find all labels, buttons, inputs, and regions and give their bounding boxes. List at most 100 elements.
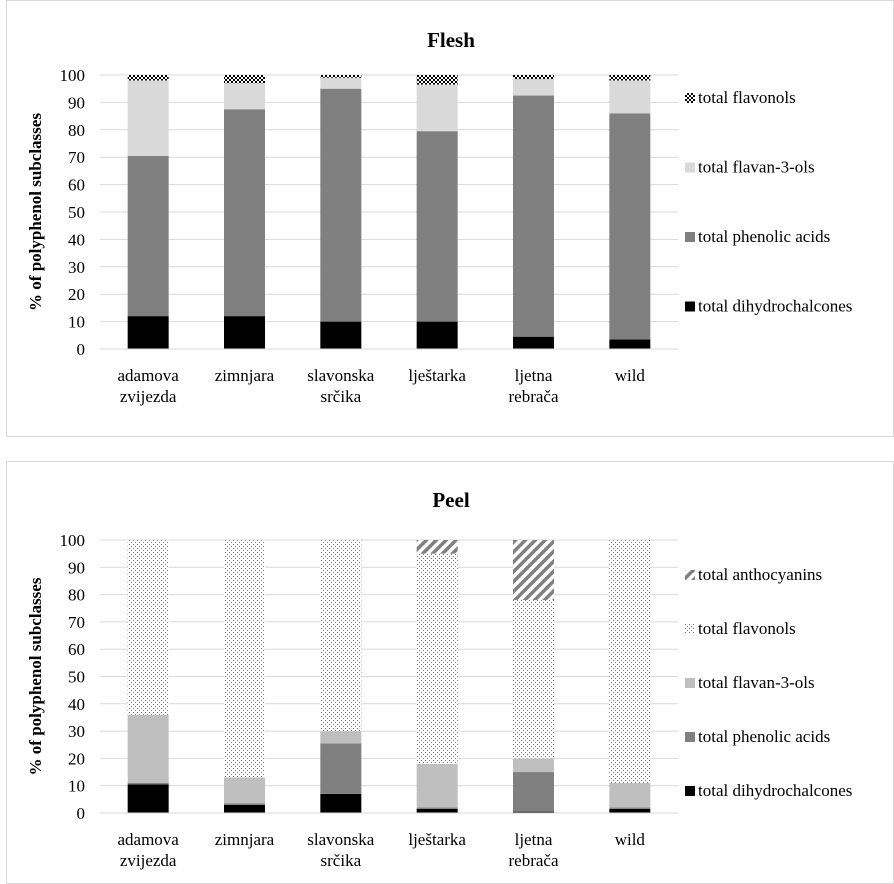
legend-label: total flavan-3-ols (698, 673, 815, 692)
y-tick-label: 40 (68, 695, 85, 714)
bar-total-flavonols (224, 540, 265, 778)
bar-total-anthocyanins (513, 540, 554, 601)
y-tick-label: 50 (68, 203, 85, 222)
legend-label: total flavonols (698, 88, 796, 107)
bar-total-flavonols (609, 75, 651, 81)
legend-swatch (685, 232, 695, 242)
bar-total-dihydrochalcones (609, 339, 651, 349)
y-tick-label: 80 (68, 586, 85, 605)
bar-total-phenolic-acids (224, 803, 265, 805)
bar-total-phenolic-acids (416, 131, 458, 322)
y-tick-label: 70 (68, 148, 85, 167)
bar-total-flavonols (127, 75, 169, 81)
x-category-label: adamova (117, 830, 179, 849)
x-category-label: srčika (321, 387, 362, 406)
x-category-label: rebrača (508, 387, 558, 406)
flesh-chart: Flesh 0 10 20 30 40 50 60 70 80 90 100 % of polyphen… (26, 28, 852, 406)
bar-total-flavan-3-ols (609, 782, 651, 808)
bar-total-flavan-3-ols (513, 758, 554, 773)
legend-swatch (685, 162, 695, 173)
bar-total-anthocyanins (416, 540, 458, 554)
bar-total-flavan-3-ols (127, 714, 169, 783)
legend-swatch (685, 93, 695, 103)
y-tick-label: 0 (77, 340, 86, 359)
x-category-label: wild (615, 366, 646, 385)
y-tick-label: 100 (60, 531, 86, 550)
x-category-label: zimnjara (215, 366, 275, 385)
y-tick-label: 20 (68, 749, 85, 768)
y-tick-label: 70 (68, 613, 85, 632)
bar-total-phenolic-acids (609, 807, 651, 809)
bar-total-phenolic-acids (416, 807, 458, 809)
legend-label: total phenolic acids (698, 227, 830, 246)
bar-total-flavan-3-ols (609, 80, 651, 114)
bar-total-dihydrochalcones (127, 316, 169, 349)
y-tick-label: 80 (68, 121, 85, 140)
y-tick-label: 20 (68, 285, 85, 304)
y-tick-label: 60 (68, 176, 85, 195)
bar-total-dihydrochalcones (416, 808, 458, 813)
bar-total-flavan-3-ols (416, 84, 458, 132)
x-category-label: adamova (117, 366, 179, 385)
bar-total-phenolic-acids (609, 113, 651, 340)
legend-swatch (685, 786, 695, 796)
bar-total-flavonols (127, 540, 169, 715)
chart-title: Peel (432, 488, 469, 512)
x-category-label: zvijezda (120, 851, 177, 870)
legend-swatch (685, 624, 695, 634)
y-tick-label: 50 (68, 668, 85, 687)
x-category-label: ljetna (515, 830, 553, 849)
legend-swatch (685, 678, 695, 688)
legend-label: total dihydrochalcones (698, 297, 852, 316)
bar-total-flavan-3-ols (127, 80, 169, 156)
chart-title: Flesh (427, 28, 475, 52)
bar-total-dihydrochalcones (416, 321, 458, 349)
x-category-label: ljetna (515, 366, 553, 385)
bar-total-flavan-3-ols (320, 731, 362, 744)
bar-total-flavonols (609, 540, 651, 783)
bar-total-dihydrochalcones (224, 316, 265, 349)
bar-total-flavan-3-ols (320, 77, 362, 89)
legend-label: total flavonols (698, 619, 796, 638)
legend-label: total flavan-3-ols (698, 158, 815, 177)
y-tick-label: 40 (68, 230, 85, 249)
x-category-label: wild (615, 830, 646, 849)
legend-swatch (685, 570, 695, 580)
legend-label: total dihydrochalcones (698, 781, 852, 800)
bar-total-dihydrochalcones (224, 804, 265, 813)
bar-total-dihydrochalcones (320, 321, 362, 349)
y-tick-label: 90 (68, 93, 85, 112)
flesh-chart-panel: Flesh 0 10 20 30 40 50 60 70 80 90 100 % of polyphen… (6, 0, 894, 437)
bar-total-dihydrochalcones (609, 808, 651, 813)
bar-total-phenolic-acids (513, 95, 554, 337)
bar-total-dihydrochalcones (513, 811, 554, 813)
bar-total-flavan-3-ols (224, 777, 265, 804)
bar-total-flavonols (224, 75, 265, 84)
y-axis-label: % of polyphenol subclasses (26, 577, 45, 775)
bar-total-flavonols (513, 600, 554, 759)
peel-chart-panel: Peel 0 10 20 30 40 50 60 70 80 90 100 % of polypheno… (6, 461, 894, 884)
x-category-label: lještarka (408, 830, 466, 849)
legend-label: total anthocyanins (698, 565, 822, 584)
legend-label: total phenolic acids (698, 727, 830, 746)
legend-swatch (685, 732, 695, 742)
bar-total-phenolic-acids (224, 109, 265, 317)
bar-total-phenolic-acids (320, 743, 362, 794)
y-tick-label: 10 (68, 777, 85, 796)
bar-total-flavonols (320, 75, 362, 78)
bar-total-dihydrochalcones (513, 336, 554, 349)
y-tick-label: 100 (60, 66, 86, 85)
bar-total-flavonols (416, 75, 458, 85)
bar-total-phenolic-acids (320, 88, 362, 322)
y-tick-label: 30 (68, 258, 85, 277)
bar-total-dihydrochalcones (320, 793, 362, 813)
x-category-label: slavonska (307, 830, 375, 849)
y-tick-label: 0 (77, 804, 86, 823)
bar-total-dihydrochalcones (127, 784, 169, 813)
bar-total-phenolic-acids (127, 155, 169, 317)
x-category-label: lještarka (408, 366, 466, 385)
bar-total-phenolic-acids (513, 772, 554, 812)
legend-swatch (685, 301, 695, 312)
y-tick-label: 90 (68, 558, 85, 577)
x-category-label: zvijezda (120, 387, 177, 406)
